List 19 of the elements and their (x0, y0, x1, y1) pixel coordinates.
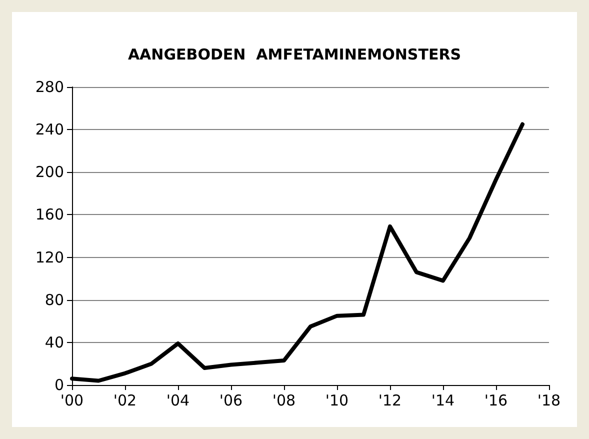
x-tick-label: '04 (166, 392, 190, 410)
y-tick-label: 0 (54, 376, 64, 394)
chart-title: AANGEBODEN AMFETAMINEMONSTERS (128, 46, 462, 64)
y-tick-label: 240 (35, 120, 64, 139)
x-tick-label: '00 (60, 392, 84, 410)
x-tick-label: '08 (272, 392, 296, 410)
y-tick-label: 280 (35, 78, 64, 96)
x-tick-label: '12 (378, 392, 402, 410)
y-tick-label: 120 (35, 248, 64, 266)
x-tick-label: '18 (537, 392, 561, 410)
x-tick-label: '16 (484, 392, 508, 410)
x-tick-label: '14 (431, 392, 455, 410)
y-tick-label: 80 (44, 290, 64, 309)
x-tick-label: '06 (219, 392, 243, 410)
y-tick-label: 160 (35, 206, 64, 224)
x-tick-label: '10 (325, 392, 349, 410)
y-tick-label: 200 (35, 163, 64, 182)
y-tick-label: 40 (44, 333, 64, 352)
x-tick-label: '02 (113, 392, 137, 410)
